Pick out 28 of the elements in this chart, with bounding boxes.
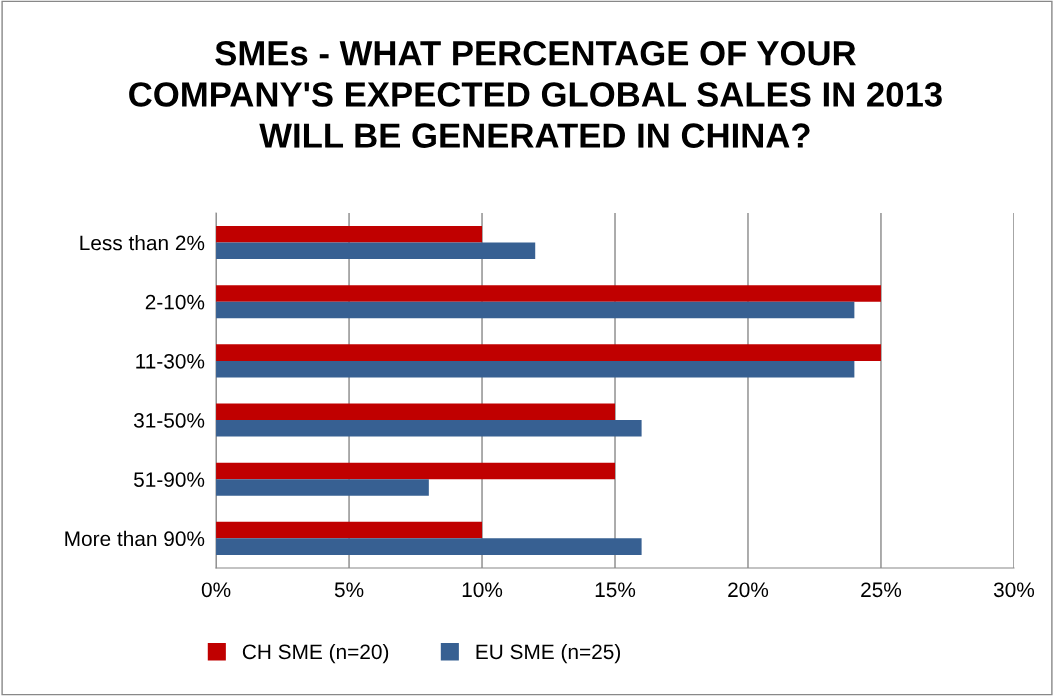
x-tick-label: 10%: [462, 582, 503, 598]
y-tick-label: 51-90%: [133, 472, 205, 487]
bar: [216, 403, 616, 421]
chart-title: SMEs - WHAT PERCENTAGE OF YOUR COMPANY'S EXPECTED GLOBAL SALES IN 2013 WILL BE GENERATED IN CHINA?: [129, 41, 942, 148]
bar: [216, 360, 855, 378]
bar: [216, 344, 881, 361]
bar: [216, 462, 616, 480]
x-tick-label: 15%: [595, 582, 636, 598]
y-tick-label: More than 90%: [65, 530, 205, 547]
x-tick-label: 5%: [334, 582, 364, 598]
bar: [216, 225, 483, 243]
bar: [216, 479, 429, 496]
bar: [216, 420, 642, 437]
y-tick-label: 11-30%: [136, 353, 205, 369]
legend-label: EU SME (n=25): [476, 643, 620, 664]
y-tick-label: 2-10%: [145, 294, 205, 310]
x-tick-label: 25%: [861, 582, 902, 598]
x-tick-label: 20%: [728, 582, 769, 598]
bar: [216, 242, 536, 260]
x-tick-label: 0%: [201, 582, 231, 598]
bar: [216, 521, 483, 539]
bar: [216, 538, 642, 555]
y-tick-label: 31-50%: [133, 413, 205, 428]
bar: [216, 285, 881, 302]
legend-label: CH SME (n=20): [242, 643, 389, 664]
bar: [216, 301, 855, 319]
x-tick-label: 30%: [993, 582, 1035, 598]
y-tick-label: Less than 2%: [80, 235, 205, 251]
